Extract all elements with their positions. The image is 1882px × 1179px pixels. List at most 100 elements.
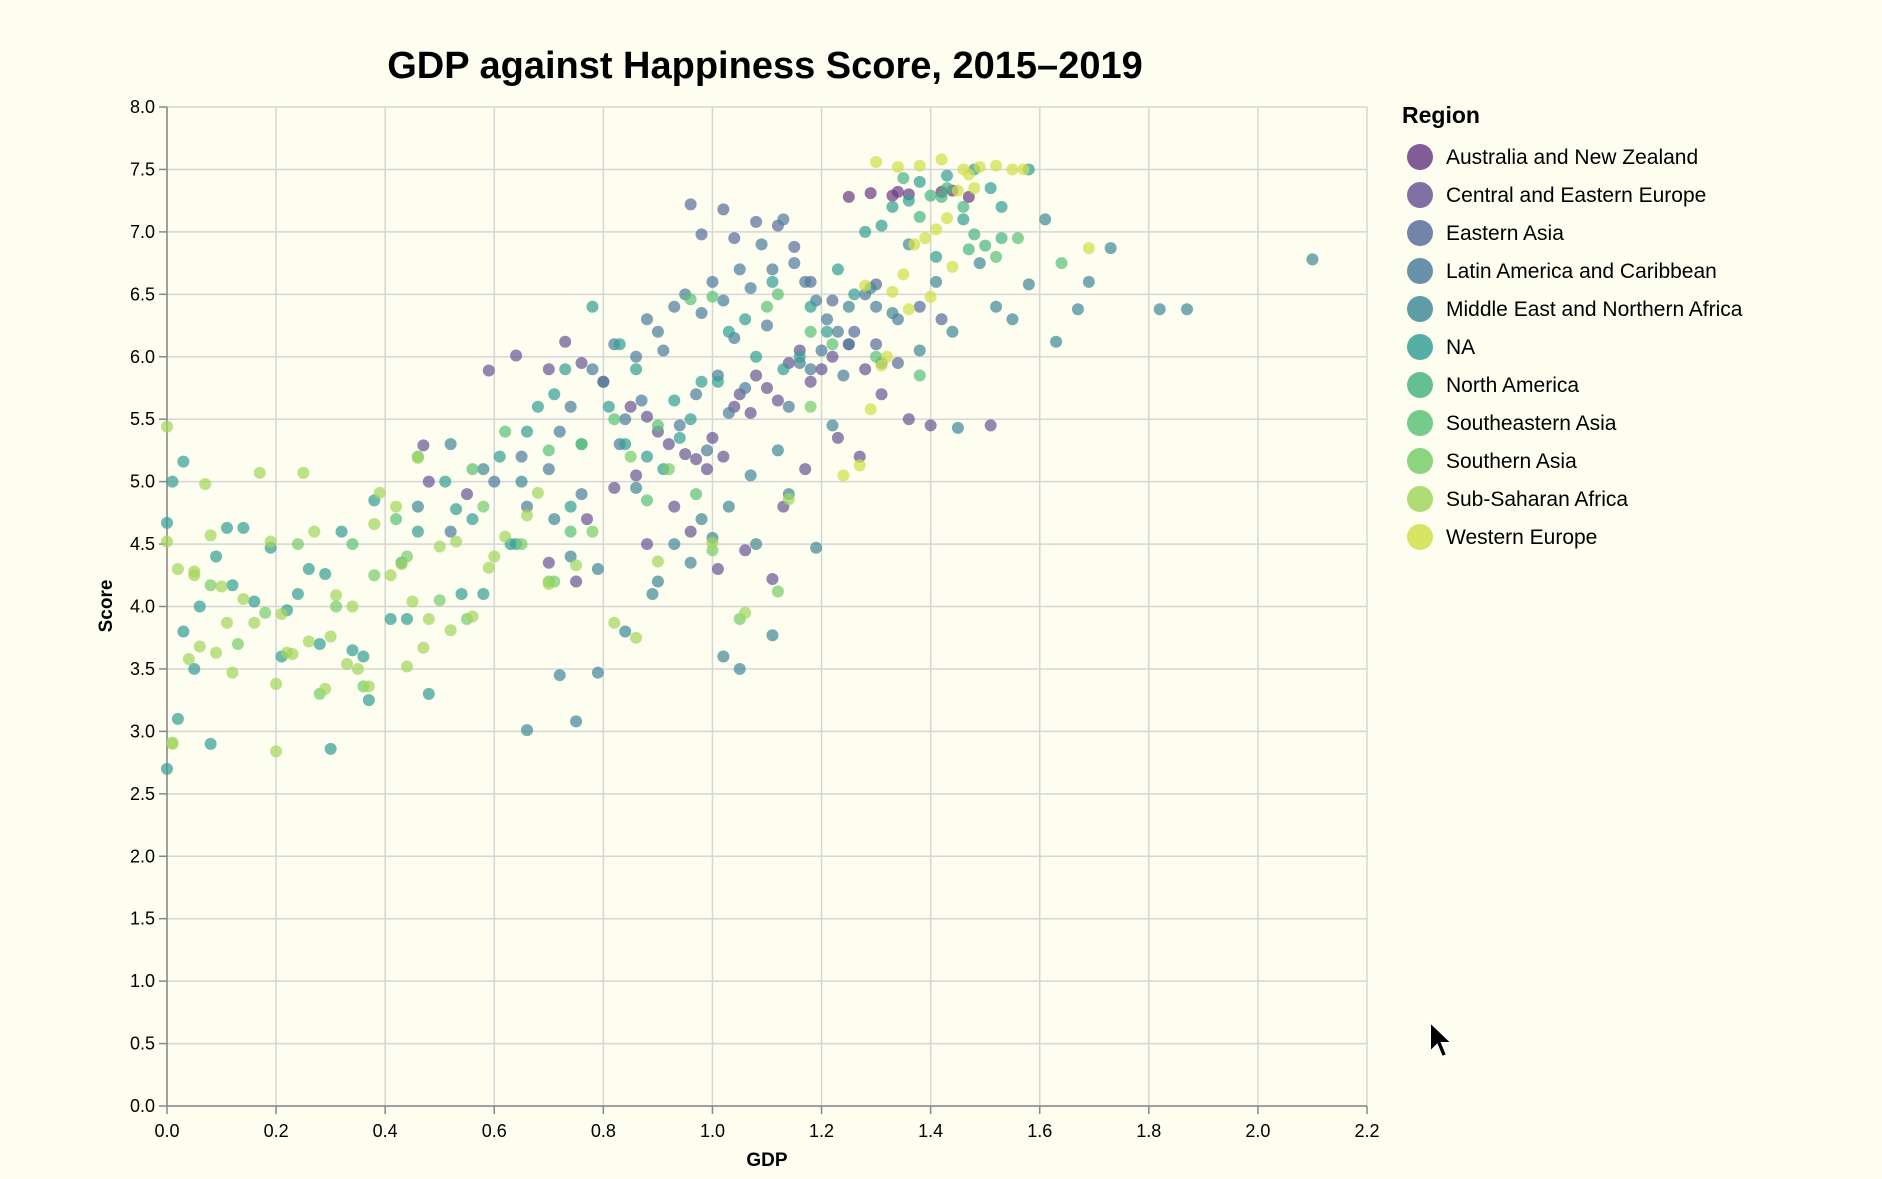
data-point bbox=[204, 529, 217, 542]
data-point bbox=[870, 350, 883, 363]
data-point bbox=[984, 419, 997, 432]
data-point bbox=[690, 453, 703, 466]
data-point bbox=[630, 481, 643, 494]
data-point bbox=[766, 629, 779, 642]
data-point bbox=[275, 607, 288, 620]
data-point bbox=[335, 525, 348, 538]
data-point bbox=[1306, 253, 1319, 266]
data-point bbox=[591, 666, 604, 679]
data-point bbox=[161, 762, 173, 775]
data-point bbox=[962, 243, 975, 256]
data-point bbox=[679, 448, 692, 461]
data-point bbox=[717, 450, 730, 463]
data-point bbox=[591, 563, 604, 576]
data-point bbox=[891, 356, 904, 369]
data-point bbox=[641, 313, 653, 326]
data-point bbox=[444, 525, 457, 538]
data-point bbox=[1055, 257, 1068, 270]
data-point bbox=[226, 579, 239, 592]
data-point bbox=[193, 600, 206, 613]
data-point bbox=[891, 160, 904, 173]
y-tick-label: 4.5 bbox=[130, 534, 155, 554]
data-point bbox=[924, 189, 937, 202]
data-point bbox=[542, 578, 555, 591]
data-point bbox=[782, 493, 795, 506]
data-point bbox=[739, 544, 752, 557]
data-point bbox=[466, 513, 479, 526]
data-point bbox=[951, 421, 964, 434]
data-point bbox=[750, 215, 763, 228]
data-point bbox=[771, 444, 784, 457]
data-point bbox=[973, 160, 986, 173]
y-tick-label: 3.5 bbox=[130, 659, 155, 679]
data-point bbox=[870, 300, 883, 313]
data-point bbox=[608, 481, 621, 494]
data-point bbox=[859, 225, 872, 238]
data-point bbox=[488, 475, 501, 488]
data-point bbox=[646, 588, 659, 601]
data-point bbox=[477, 463, 490, 476]
data-point bbox=[842, 190, 855, 203]
data-point bbox=[613, 338, 626, 351]
legend-item: North America bbox=[1407, 372, 1579, 398]
data-point bbox=[417, 641, 430, 654]
data-point bbox=[319, 568, 332, 581]
data-point bbox=[941, 169, 953, 182]
data-point bbox=[302, 635, 315, 648]
data-point bbox=[831, 325, 844, 338]
data-point bbox=[422, 475, 435, 488]
data-point bbox=[744, 469, 757, 482]
data-point bbox=[897, 268, 910, 281]
data-point bbox=[990, 159, 1003, 172]
data-point bbox=[881, 350, 893, 363]
data-point bbox=[466, 610, 479, 623]
data-point bbox=[581, 513, 593, 526]
data-point bbox=[575, 356, 588, 369]
y-tick-label: 1.5 bbox=[130, 909, 155, 929]
data-point bbox=[461, 488, 473, 501]
legend-item: Australia and New Zealand bbox=[1407, 144, 1698, 170]
data-point bbox=[870, 155, 883, 168]
data-point bbox=[788, 240, 801, 253]
data-point bbox=[411, 451, 424, 464]
y-axis-title: Score bbox=[96, 580, 117, 633]
data-point bbox=[771, 585, 784, 598]
data-point bbox=[619, 625, 632, 638]
data-point bbox=[401, 660, 413, 673]
data-point bbox=[826, 350, 839, 363]
data-point bbox=[875, 359, 888, 372]
data-point bbox=[782, 400, 795, 413]
data-point bbox=[1011, 232, 1024, 245]
data-point bbox=[493, 450, 506, 463]
y-tick-label: 1.0 bbox=[130, 971, 155, 991]
data-point bbox=[826, 338, 839, 351]
chart-title: GDP against Happiness Score, 2015–2019 bbox=[387, 45, 1142, 87]
data-point bbox=[215, 580, 228, 593]
mouse-cursor-icon bbox=[1429, 1019, 1455, 1059]
data-point bbox=[690, 388, 703, 401]
data-point bbox=[641, 494, 653, 507]
data-point bbox=[351, 662, 364, 675]
data-point bbox=[515, 475, 528, 488]
legend: Region Australia and New Zealand Central … bbox=[1402, 102, 1743, 550]
data-point bbox=[853, 450, 866, 463]
data-point bbox=[499, 425, 512, 438]
data-point bbox=[722, 325, 735, 338]
data-point bbox=[411, 525, 424, 538]
data-point bbox=[270, 745, 283, 758]
data-point bbox=[761, 319, 773, 332]
data-point bbox=[542, 463, 555, 476]
data-point bbox=[684, 293, 697, 306]
data-point bbox=[466, 463, 479, 476]
axes: 0.0 0.2 0.4 0.6 0.8 1.0 1.2 1.4 1.6 1.8 2.0 2.2 0.0 0… bbox=[130, 97, 1380, 1141]
data-point bbox=[221, 521, 233, 534]
data-point bbox=[542, 363, 555, 376]
data-point bbox=[624, 400, 637, 413]
data-point bbox=[788, 257, 801, 270]
data-point bbox=[521, 425, 533, 438]
legend-item: Southeastern Asia bbox=[1407, 410, 1617, 436]
data-point bbox=[968, 182, 981, 195]
legend-label: Western Europe bbox=[1446, 526, 1597, 549]
data-point bbox=[1050, 335, 1063, 348]
data-point bbox=[586, 363, 599, 376]
